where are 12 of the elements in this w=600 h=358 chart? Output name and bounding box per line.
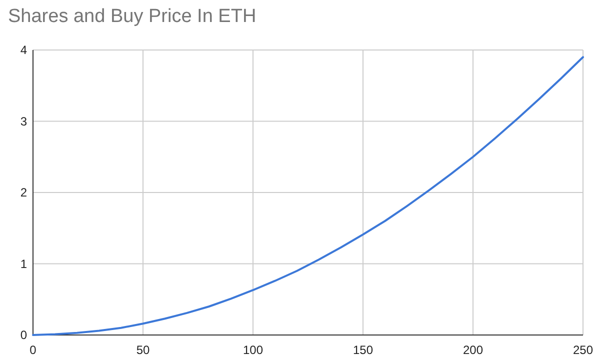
y-tick-label: 1 bbox=[20, 256, 28, 271]
y-tick-label: 3 bbox=[20, 114, 28, 128]
x-tick-label: 250 bbox=[572, 343, 594, 357]
y-tick-label: 4 bbox=[20, 43, 28, 57]
x-tick-label: 150 bbox=[352, 343, 374, 357]
x-tick-label: 0 bbox=[30, 343, 37, 357]
x-tick-label: 100 bbox=[242, 343, 264, 357]
x-tick-label: 50 bbox=[136, 343, 150, 357]
y-tick-label: 0 bbox=[20, 328, 28, 342]
x-tick-label: 200 bbox=[462, 343, 484, 357]
y-tick-label: 2 bbox=[20, 186, 28, 200]
chart-title: Shares and Buy Price In ETH bbox=[8, 6, 256, 27]
